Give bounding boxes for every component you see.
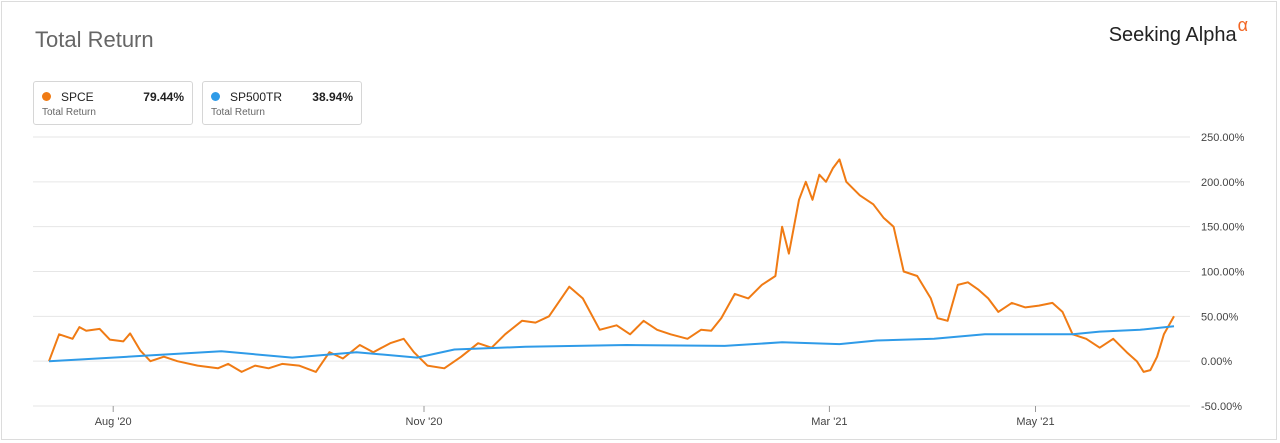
legend-value: 38.94% [312,90,353,104]
y-tick-label: 100.00% [1201,267,1245,279]
y-tick-label: 250.00% [1201,132,1245,144]
series-color-dot [211,92,220,101]
y-tick-label: 50.00% [1201,311,1239,323]
brand-logo: Seeking Alphaα [1108,15,1248,47]
legend-subtitle: Total Return [42,107,96,118]
series-line-sp500tr [48,325,1175,363]
x-tick-label: Mar '21 [811,416,847,428]
legend-symbol: SP500TR [230,90,283,104]
legend-subtitle: Total Return [211,107,265,118]
x-tick-label: May '21 [1016,416,1054,428]
x-tick-label: Nov '20 [406,416,443,428]
series-line-spce [48,158,1175,373]
y-tick-label: -50.00% [1201,401,1242,413]
series-color-dot [42,92,51,101]
page-title: Total Return [35,27,154,52]
y-tick-label: 150.00% [1201,222,1245,234]
legend-symbol: SPCE [61,90,94,104]
y-tick-label: 200.00% [1201,177,1245,189]
legend-item-spce[interactable]: SPCE 79.44% Total Return [33,81,193,125]
legend-value: 79.44% [143,90,184,104]
y-tick-label: 0.00% [1201,356,1232,368]
brand-name: Seeking Alpha [1108,24,1237,46]
x-tick-label: Aug '20 [95,416,132,428]
legend-item-sp500tr[interactable]: SP500TR 38.94% Total Return [202,81,362,125]
alpha-icon: α [1237,15,1248,35]
